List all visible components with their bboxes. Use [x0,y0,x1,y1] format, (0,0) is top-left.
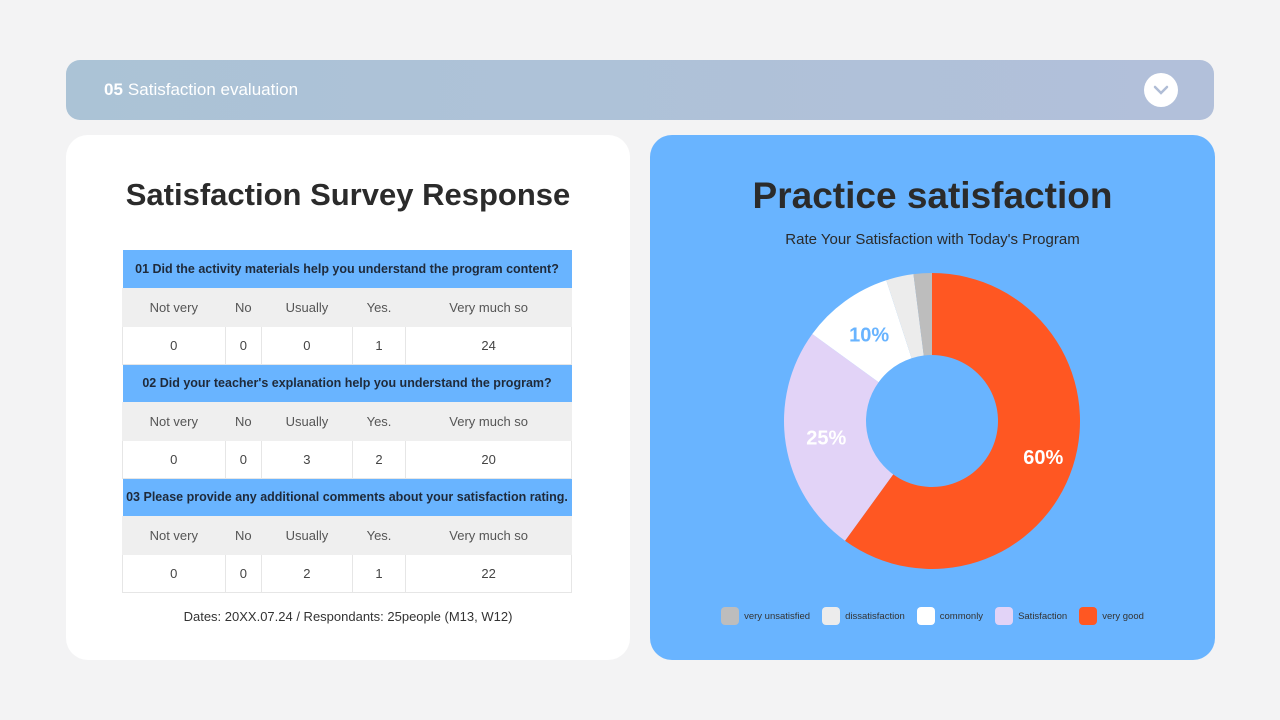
legend-label: Satisfaction [1018,610,1068,622]
survey-card: Satisfaction Survey Response 01 Did the … [66,135,630,660]
slice-very-good [845,273,1080,569]
count-cell: 2 [351,439,407,479]
column-header: Yes. [351,401,407,441]
legend-swatch [822,607,841,625]
slice-very-unsatisfied [913,273,932,356]
slice-label: 25% [806,428,846,450]
column-header: Not very [122,401,226,441]
legend-label: dissatisfaction [845,610,905,622]
legend-swatch [721,607,740,625]
column-header: No [224,287,263,327]
donut-chart: 60% 25% 10% [784,273,1080,569]
chart-subtitle: Rate Your Satisfaction with Today's Prog… [785,231,1080,248]
slice-label: 60% [1023,447,1063,469]
count-cell: 0 [261,325,353,365]
legend-swatch [1079,607,1098,625]
column-header: Very much so [405,287,572,327]
survey-footer: Dates: 20XX.07.24 / Respondants: 25peopl… [183,609,513,624]
count-cell: 0 [122,325,226,365]
column-header: Yes. [351,515,407,555]
column-header: Not very [122,287,226,327]
column-header: Usually [261,401,353,441]
section-header: 05 Satisfaction evaluation [66,60,1214,120]
collapse-button[interactable] [1144,73,1178,107]
legend-swatch [995,607,1014,625]
column-header: No [224,401,263,441]
count-cell: 0 [122,439,226,479]
column-header: Usually [261,287,353,327]
legend-item: Satisfaction [995,607,1067,625]
column-header: Not very [122,515,226,555]
slice-commonly [812,280,912,383]
count-cell: 2 [261,553,353,593]
legend-item: very good [1079,607,1144,625]
column-header: No [224,515,263,555]
section-number: 05 [104,80,123,99]
chart-title: Practice satisfaction [752,175,1113,216]
slice-dissatisfaction [886,274,924,359]
survey-table: 01 Did the activity materials help you u… [122,250,572,593]
section-title: Satisfaction evaluation [127,80,299,99]
column-header: Yes. [351,287,407,327]
count-cell: 0 [122,553,226,593]
legend-label: commonly [939,610,984,622]
count-cell: 22 [405,553,572,593]
slice-satisfaction [784,334,894,541]
count-cell: 0 [224,553,263,593]
legend-label: very unsatisfied [744,610,811,622]
legend-label: very good [1102,610,1144,622]
question-row: 03 Please provide any additional comment… [122,478,572,516]
column-header: Usually [261,515,353,555]
count-cell: 3 [261,439,353,479]
survey-title: Satisfaction Survey Response [125,177,571,212]
count-cell: 20 [405,439,572,479]
slice-label: 10% [849,324,889,346]
legend-item: dissatisfaction [822,607,905,625]
question-row: 02 Did your teacher's explanation help y… [122,364,572,402]
chart-card: Practice satisfaction Rate Your Satisfac… [650,135,1215,660]
count-cell: 0 [224,325,263,365]
count-cell: 1 [351,553,407,593]
legend-swatch [916,607,935,625]
legend-item: commonly [916,607,984,625]
chart-legend: very unsatisfied dissatisfaction commonly S… [650,607,1215,625]
chevron-down-icon [1153,85,1169,95]
count-cell: 1 [351,325,407,365]
column-header: Very much so [405,515,572,555]
column-header: Very much so [405,401,572,441]
question-row: 01 Did the activity materials help you u… [122,250,572,288]
legend-item: very unsatisfied [721,607,810,625]
count-cell: 0 [224,439,263,479]
count-cell: 24 [405,325,572,365]
